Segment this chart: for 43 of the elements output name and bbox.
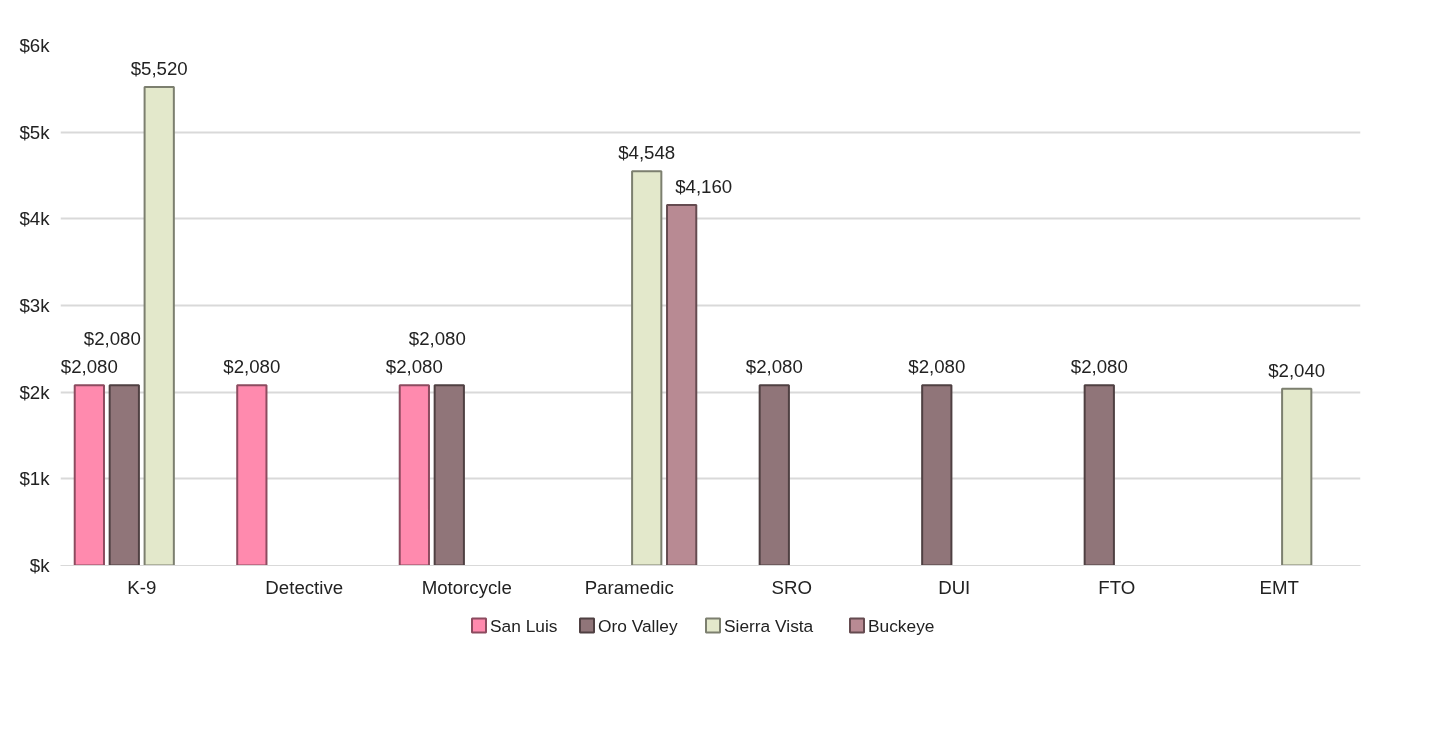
data-label: $2,080	[83, 328, 141, 350]
bar	[666, 203, 698, 566]
bar	[921, 384, 953, 566]
x-tick-label: EMT	[1259, 576, 1299, 598]
data-label: $2,080	[745, 356, 803, 378]
bar	[73, 384, 105, 566]
x-tick-label: Paramedic	[584, 576, 674, 598]
y-tick-label: $k	[29, 555, 51, 576]
x-tick-label: FTO	[1098, 576, 1136, 598]
x-tick-label: DUI	[938, 576, 971, 598]
data-label: $2,080	[60, 356, 118, 378]
x-tick-label: Motorcycle	[421, 576, 512, 598]
data-label: $5,520	[130, 58, 188, 80]
bar	[398, 384, 430, 566]
y-tick-label: $4k	[19, 208, 51, 230]
bar	[236, 384, 268, 566]
bar	[1083, 384, 1115, 566]
y-tick-label: $2k	[19, 381, 51, 403]
data-label: $2,080	[408, 328, 466, 350]
x-tick-label: K-9	[127, 576, 157, 598]
bar	[1281, 387, 1313, 566]
legend-label: Oro Valley	[598, 615, 678, 636]
y-tick-label: $3k	[19, 295, 51, 316]
data-label: $4,548	[618, 142, 676, 164]
y-tick-label: $6k	[19, 35, 51, 56]
bar	[433, 384, 465, 566]
data-label: $2,080	[385, 356, 443, 378]
bar	[758, 384, 790, 566]
y-tick-label: $1k	[19, 468, 51, 490]
bar	[108, 384, 140, 566]
data-label: $2,080	[1070, 356, 1128, 378]
x-tick-label: Detective	[265, 576, 344, 598]
data-label: $2,080	[223, 356, 281, 378]
data-label: $2,080	[908, 356, 966, 378]
data-label: $4,160	[675, 175, 733, 197]
bar	[143, 86, 175, 566]
legend-label: San Luis	[490, 615, 558, 636]
legend-label: Buckeye	[868, 615, 935, 636]
bar	[631, 170, 663, 566]
legend-label: Sierra Vista	[724, 615, 814, 636]
y-tick-label: $5k	[19, 121, 51, 143]
data-label: $2,040	[1268, 359, 1326, 381]
x-tick-label: SRO	[771, 576, 812, 598]
